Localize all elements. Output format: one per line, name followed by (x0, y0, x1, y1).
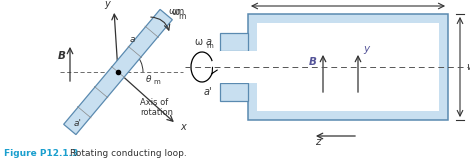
Text: m: m (206, 43, 213, 49)
Bar (248, 51, 257, 83)
Text: a': a' (74, 120, 82, 129)
Text: a: a (206, 37, 212, 47)
Text: w: w (466, 62, 470, 72)
Text: m: m (153, 79, 160, 85)
Text: y: y (104, 0, 110, 9)
Text: Axis of
rotation: Axis of rotation (140, 98, 173, 117)
Text: z: z (315, 137, 321, 147)
Bar (220, 83, 248, 101)
Polygon shape (63, 9, 172, 135)
Text: a: a (130, 35, 135, 44)
Text: ω: ω (171, 7, 179, 17)
Text: θ: θ (146, 75, 151, 84)
Text: ωm: ωm (168, 8, 184, 17)
Text: m: m (178, 12, 185, 21)
Text: B: B (309, 57, 317, 67)
Bar (248, 14, 448, 120)
Text: Rotating conducting loop.: Rotating conducting loop. (70, 149, 187, 158)
Text: a': a' (204, 87, 212, 97)
Text: x: x (180, 122, 186, 132)
Bar (257, 23, 439, 111)
Bar (220, 51, 257, 83)
Text: B: B (58, 51, 66, 61)
Text: y: y (363, 44, 369, 54)
Text: Figure P12.1.3: Figure P12.1.3 (4, 149, 78, 158)
Bar (220, 33, 248, 51)
Text: ω: ω (194, 37, 202, 47)
